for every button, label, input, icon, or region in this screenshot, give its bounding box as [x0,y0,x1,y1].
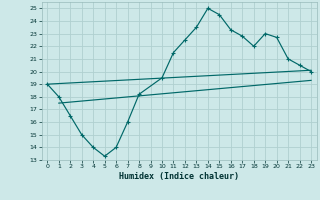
X-axis label: Humidex (Indice chaleur): Humidex (Indice chaleur) [119,172,239,181]
